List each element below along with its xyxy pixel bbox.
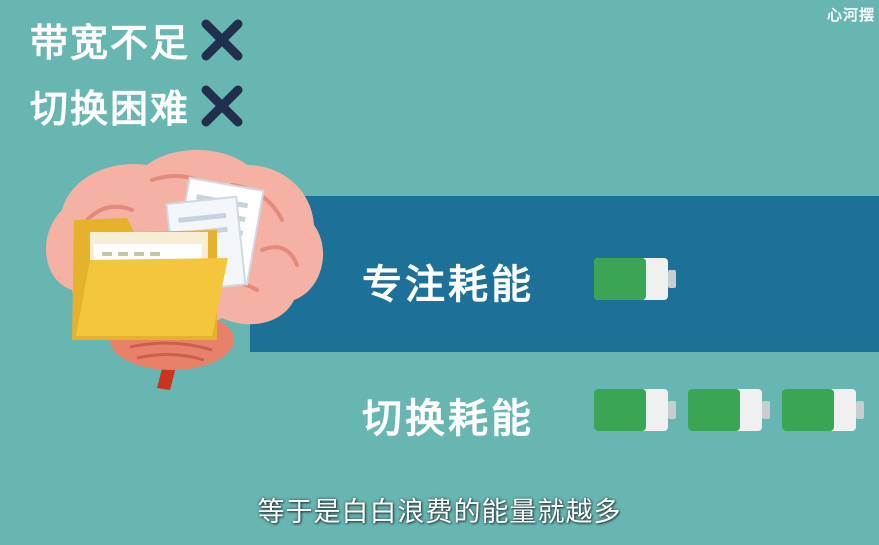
point-switching: 切换困难 bbox=[30, 78, 246, 133]
subtitle: 等于是白白浪费的能量就越多 bbox=[257, 497, 622, 528]
brain-illustration bbox=[45, 150, 324, 390]
point-label: 带宽不足 bbox=[30, 21, 191, 65]
point-bandwidth: 带宽不足 bbox=[30, 12, 246, 67]
watermark: 心河摆 bbox=[826, 6, 875, 24]
row-label-switch: 切换耗能 bbox=[362, 396, 534, 442]
battery-icon bbox=[594, 389, 676, 431]
cross-icon bbox=[201, 19, 243, 60]
point-label: 切换困难 bbox=[30, 87, 191, 131]
focus-band bbox=[250, 196, 879, 352]
battery-icon bbox=[688, 389, 770, 431]
cross-icon bbox=[201, 85, 243, 126]
battery-icon bbox=[594, 258, 676, 300]
battery-icon bbox=[782, 389, 864, 431]
row-label-focus: 专注耗能 bbox=[362, 262, 534, 308]
